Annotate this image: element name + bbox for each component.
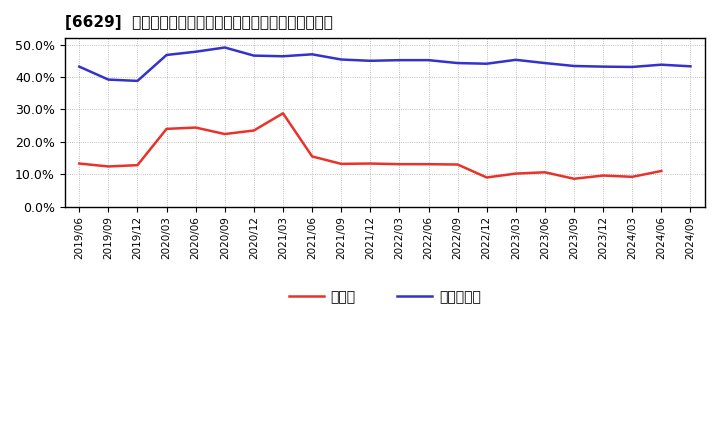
有利子負債 — [395, 58, 404, 63]
有利子負債 — [220, 45, 229, 50]
有利子負債 — [133, 78, 142, 84]
有利子負債 — [657, 62, 666, 67]
現預金 — [192, 125, 200, 130]
現預金 — [454, 162, 462, 167]
現預金 — [570, 176, 578, 181]
現預金 — [395, 161, 404, 167]
現預金 — [75, 161, 84, 166]
現預金 — [220, 132, 229, 137]
有利子負債 — [104, 77, 113, 82]
現預金 — [628, 174, 636, 180]
現預金 — [511, 171, 520, 176]
現預金 — [366, 161, 374, 166]
有利子負債 — [279, 54, 287, 59]
有利子負債 — [337, 57, 346, 62]
有利子負債 — [454, 60, 462, 66]
有利子負債 — [686, 64, 695, 69]
有利子負債 — [541, 60, 549, 66]
有利子負債 — [192, 49, 200, 55]
有利子負債 — [250, 53, 258, 58]
有利子負債 — [511, 57, 520, 62]
現預金 — [541, 170, 549, 175]
有利子負債 — [162, 52, 171, 58]
有利子負債 — [307, 51, 316, 57]
現預金 — [599, 173, 608, 178]
Line: 有利子負債: 有利子負債 — [79, 48, 690, 81]
現預金 — [337, 161, 346, 166]
有利子負債 — [599, 64, 608, 69]
有利子負債 — [482, 61, 491, 66]
有利子負債 — [570, 63, 578, 69]
現預金 — [482, 175, 491, 180]
有利子負債 — [75, 64, 84, 69]
有利子負債 — [424, 58, 433, 63]
Legend: 現預金, 有利子負債: 現預金, 有利子負債 — [283, 284, 487, 309]
現預金 — [250, 128, 258, 133]
有利子負債 — [366, 58, 374, 63]
現預金 — [424, 161, 433, 167]
現預金 — [279, 111, 287, 116]
現預金 — [133, 162, 142, 168]
Line: 現預金: 現預金 — [79, 114, 662, 179]
現預金 — [162, 126, 171, 132]
現預金 — [307, 154, 316, 159]
現預金 — [104, 164, 113, 169]
Text: [6629]  現預金、有利子負債の総資産に対する比率の推移: [6629] 現預金、有利子負債の総資産に対する比率の推移 — [65, 15, 333, 30]
有利子負債 — [628, 64, 636, 70]
現預金 — [657, 169, 666, 174]
